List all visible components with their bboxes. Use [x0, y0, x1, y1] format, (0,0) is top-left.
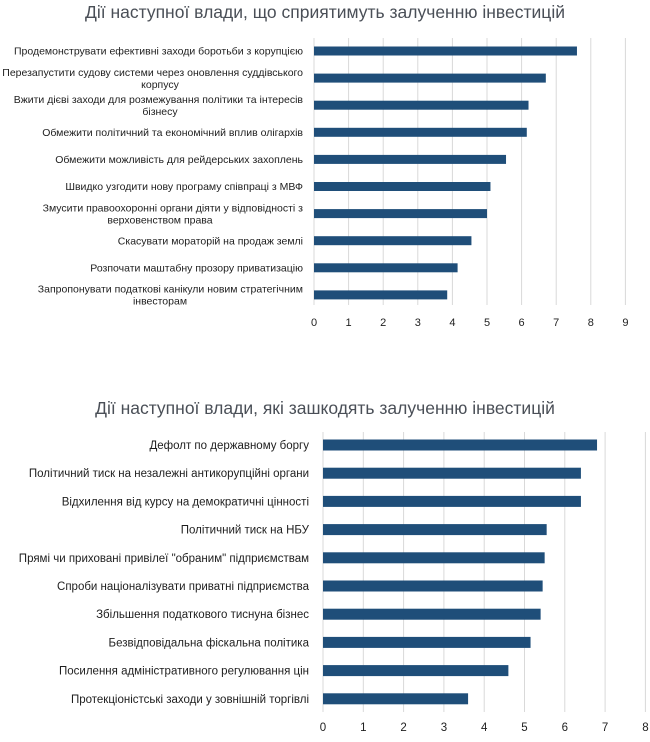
- category-label: Вжити дієві заходи для розмежування полі…: [14, 94, 304, 106]
- x-tick-label: 2: [380, 317, 386, 329]
- bar: [314, 182, 491, 191]
- x-tick-label: 4: [449, 317, 455, 329]
- x-tick-label: 6: [519, 317, 525, 329]
- x-tick-label: 7: [602, 722, 608, 734]
- category-label: Протекціоністські заходи у зовнішній тор…: [71, 694, 309, 706]
- x-tick-label: 4: [481, 722, 488, 734]
- x-tick-label: 3: [441, 722, 447, 734]
- x-tick-label: 5: [484, 317, 490, 329]
- category-label: Спроби націоналізувати приватні підприєм…: [57, 581, 310, 593]
- category-label: Перезапустити судову системи через оновл…: [2, 67, 303, 79]
- bar: [323, 608, 541, 620]
- category-label: Швидко узгодити нову програму співпраці …: [65, 181, 303, 193]
- x-tick-label: 1: [360, 722, 366, 734]
- bar: [323, 580, 543, 592]
- x-tick-label: 5: [521, 722, 527, 734]
- category-label: Скасувати мораторій на продаж землі: [118, 235, 303, 247]
- category-label: Відхилення від курсу на демократичні цін…: [62, 496, 309, 508]
- chart-title: Дії наступної влади, які зашкодять залуч…: [95, 398, 555, 418]
- category-label: Збільшення податкового тиснуна бізнес: [96, 609, 309, 621]
- bar: [323, 495, 581, 507]
- x-tick-label: 3: [415, 317, 421, 329]
- bar: [323, 665, 509, 677]
- category-label: Запропонувати податкові канікули новим с…: [38, 284, 303, 296]
- x-tick-label: 1: [346, 317, 352, 329]
- category-label: Змусити правоохоронні органи діяти у від…: [43, 202, 304, 214]
- x-tick-label: 0: [311, 317, 317, 329]
- chart-title: Дії наступної влади, що сприятимуть залу…: [85, 2, 565, 22]
- bar: [314, 236, 472, 246]
- bar: [314, 73, 546, 83]
- category-label: Обмежити політичний та економічний вплив…: [42, 127, 303, 139]
- bar: [314, 127, 527, 137]
- x-tick-label: 9: [622, 317, 628, 329]
- category-label: Продемонструвати ефективні заходи бороть…: [14, 46, 303, 58]
- x-tick-label: 8: [588, 317, 594, 329]
- bar: [314, 209, 487, 219]
- x-tick-label: 8: [642, 722, 648, 734]
- category-label: верховенством права: [107, 214, 212, 226]
- category-label: бізнесу: [142, 106, 178, 118]
- category-label: Безвідповідальна фіскальна політика: [109, 637, 310, 649]
- x-tick-label: 0: [320, 722, 326, 734]
- bar: [314, 290, 448, 300]
- bar: [323, 439, 598, 451]
- bar: [314, 263, 458, 273]
- category-label: Дефолт по державному боргу: [149, 440, 309, 452]
- bar: [323, 524, 547, 536]
- category-label: Політичний тиск на незалежні антикорупці…: [29, 468, 309, 480]
- bar: [314, 46, 577, 56]
- bar: [323, 636, 531, 648]
- category-label: інвесторам: [133, 296, 187, 308]
- category-label: Політичний тиск на НБУ: [181, 525, 310, 537]
- bar: [323, 693, 469, 705]
- x-tick-label: 2: [400, 722, 406, 734]
- category-label: Прямі чи приховані привілеї "обраним" пі…: [19, 553, 309, 565]
- bar: [314, 100, 529, 110]
- x-tick-label: 6: [562, 722, 568, 734]
- category-label: Обмежити можливість для рейдерських захо…: [55, 154, 303, 166]
- category-label: Розпочати маштабну прозору приватизацію: [90, 262, 303, 274]
- category-label: Посилення адміністративного регулювання …: [59, 666, 309, 678]
- bar: [323, 467, 581, 479]
- x-tick-label: 7: [553, 317, 559, 329]
- bar: [323, 552, 545, 564]
- bar: [314, 154, 507, 164]
- category-label: корпусу: [141, 79, 179, 91]
